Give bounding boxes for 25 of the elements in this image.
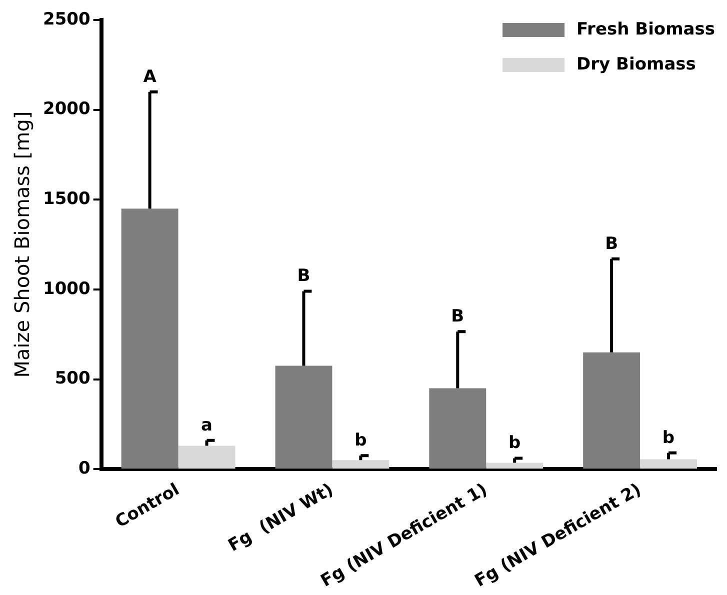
bar [275, 366, 332, 469]
bar [332, 460, 390, 469]
y-tick-label: 1500 [42, 189, 90, 210]
y-tick-label: 2000 [42, 99, 90, 120]
annotation: A [143, 66, 158, 87]
y-tick-label: 2500 [42, 9, 90, 30]
y-tick-label: 500 [54, 368, 90, 389]
bar [178, 446, 236, 469]
y-tick-label: 1000 [42, 278, 90, 299]
y-axis-title: Maize Shoot Biomass [mg] [10, 111, 34, 378]
annotation: B [297, 266, 310, 286]
bar [640, 459, 697, 469]
annotation: B [605, 234, 618, 254]
annotation: b [354, 430, 367, 451]
bar [121, 208, 178, 469]
annotation: B [451, 306, 464, 327]
legend-label: Dry Biomass [576, 54, 696, 74]
bar [429, 388, 486, 469]
bar [583, 352, 640, 469]
bar [486, 462, 544, 469]
legend-label: Fresh Biomass [576, 19, 716, 40]
annotation: a [201, 415, 212, 436]
annotation: b [662, 428, 675, 448]
annotation: b [508, 433, 521, 454]
y-tick-label: 0 [78, 458, 90, 478]
